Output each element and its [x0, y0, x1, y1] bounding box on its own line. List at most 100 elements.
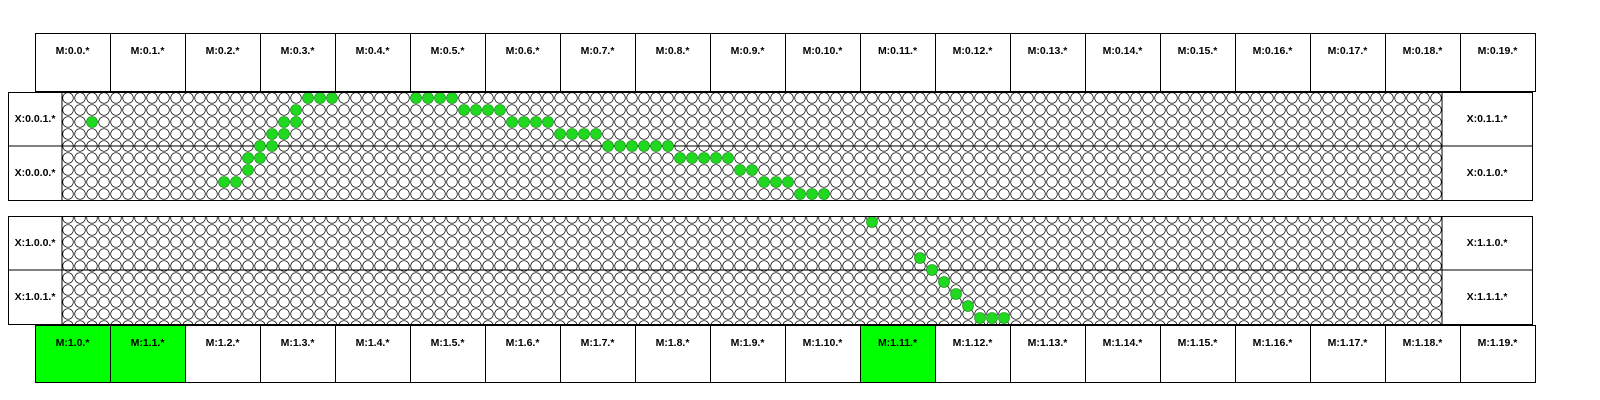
- bottom-module-row: M:1.0.* M:1.1.* M:1.2.* M:1.3.* M:1.4.* M:1.5…: [35, 325, 1536, 383]
- top-module-label: M:0.10.*: [803, 45, 844, 57]
- bottom-module-label: M:1.10.*: [803, 337, 844, 349]
- top-panel-active-cells: [86, 92, 830, 200]
- top-module-box: [710, 33, 786, 92]
- top-module-label: M:0.16.*: [1253, 45, 1294, 57]
- active-cell: [242, 152, 254, 164]
- top-module-box: [485, 33, 561, 92]
- right-label-1: X:0.1.1.*: [1467, 113, 1509, 125]
- active-cell: [662, 140, 674, 152]
- active-cell: [266, 128, 278, 140]
- top-module-box: [560, 33, 636, 92]
- bottom-module-box: [635, 325, 711, 383]
- top-module-label: M:0.13.*: [1028, 45, 1069, 57]
- bottom-module-label: M:1.13.*: [1028, 337, 1069, 349]
- active-cell: [446, 92, 458, 104]
- top-module-label: M:0.15.*: [1178, 45, 1219, 57]
- active-cell: [314, 92, 326, 104]
- bottom-module-box: [1235, 325, 1311, 383]
- bottom-module-label: M:1.19.*: [1478, 337, 1519, 349]
- top-module-box: [335, 33, 411, 92]
- bottom-module-label: M:1.14.*: [1103, 337, 1144, 349]
- active-cell: [938, 276, 950, 288]
- active-cell: [554, 128, 566, 140]
- active-cell: [254, 152, 266, 164]
- top-module-box: [1160, 33, 1236, 92]
- top-module-box: [935, 33, 1011, 92]
- bottom-module-box: [1460, 325, 1536, 383]
- active-cell: [86, 116, 98, 128]
- bottom-module-label: M:1.15.*: [1178, 337, 1219, 349]
- top-module-row: M:0.0.* M:0.1.* M:0.2.* M:0.3.* M:0.4.* M:0.5…: [35, 33, 1536, 92]
- top-module-label: M:0.8.*: [656, 45, 691, 57]
- active-cell: [986, 312, 998, 324]
- top-module-label: M:0.0.*: [56, 45, 91, 57]
- active-cell: [326, 92, 338, 104]
- top-module-label: M:0.7.*: [581, 45, 616, 57]
- active-cell: [686, 152, 698, 164]
- bottom-module-box: [1310, 325, 1386, 383]
- active-cell: [254, 140, 266, 152]
- active-cell: [974, 312, 986, 324]
- active-cell: [470, 104, 482, 116]
- top-module-box: [1310, 33, 1386, 92]
- top-module-box: [860, 33, 936, 92]
- top-module-label: M:0.4.*: [356, 45, 391, 57]
- active-cell: [782, 176, 794, 188]
- bottom-module-box: [110, 325, 186, 383]
- active-cell: [674, 152, 686, 164]
- bottom-module-label: M:1.3.*: [281, 337, 316, 349]
- active-cell: [422, 92, 434, 104]
- active-cell: [494, 104, 506, 116]
- bottom-module-label: M:1.9.*: [731, 337, 766, 349]
- top-module-label: M:0.18.*: [1403, 45, 1444, 57]
- top-module-label: M:0.1.*: [131, 45, 166, 57]
- active-cell: [230, 176, 242, 188]
- active-cell: [530, 116, 542, 128]
- active-cell: [290, 104, 302, 116]
- bottom-module-box: [935, 325, 1011, 383]
- right-label-3: X:1.1.0.*: [1467, 237, 1509, 249]
- bottom-module-label: M:1.6.*: [506, 337, 541, 349]
- bottom-module-label: M:1.1.*: [131, 337, 166, 349]
- top-module-box: [785, 33, 861, 92]
- active-cell: [770, 176, 782, 188]
- top-module-box: [410, 33, 486, 92]
- top-module-label: M:0.3.*: [281, 45, 316, 57]
- active-cell: [746, 164, 758, 176]
- top-module-box: [1460, 33, 1536, 92]
- bottom-module-box: [860, 325, 936, 383]
- bottom-module-box: [410, 325, 486, 383]
- active-cell: [434, 92, 446, 104]
- active-cell: [578, 128, 590, 140]
- active-cell: [278, 128, 290, 140]
- top-module-label: M:0.12.*: [953, 45, 994, 57]
- top-panel: [62, 92, 1442, 200]
- active-cell: [806, 188, 818, 200]
- bottom-module-box: [1385, 325, 1461, 383]
- active-cell: [482, 104, 494, 116]
- top-module-box: [1010, 33, 1086, 92]
- top-module-label: M:0.19.*: [1478, 45, 1519, 57]
- active-cell: [926, 264, 938, 276]
- top-module-box: [1385, 33, 1461, 92]
- bottom-module-label: M:1.0.*: [56, 337, 91, 349]
- active-cell: [962, 300, 974, 312]
- bottom-module-box: [710, 325, 786, 383]
- left-label-1: X:0.0.1.*: [15, 113, 57, 125]
- bottom-module-box: [185, 325, 261, 383]
- top-module-box: [1235, 33, 1311, 92]
- active-cell: [302, 92, 314, 104]
- bottom-module-box: [1160, 325, 1236, 383]
- bottom-module-box: [785, 325, 861, 383]
- active-cell: [698, 152, 710, 164]
- side-label-frames: [8, 92, 1533, 325]
- top-module-label: M:0.2.*: [206, 45, 241, 57]
- top-module-box: [1085, 33, 1161, 92]
- top-module-label: M:0.14.*: [1103, 45, 1144, 57]
- active-cell: [458, 104, 470, 116]
- bottom-panel-active-cells: [866, 216, 1010, 324]
- active-cell: [518, 116, 530, 128]
- bottom-module-label: M:1.8.*: [656, 337, 691, 349]
- active-cell: [638, 140, 650, 152]
